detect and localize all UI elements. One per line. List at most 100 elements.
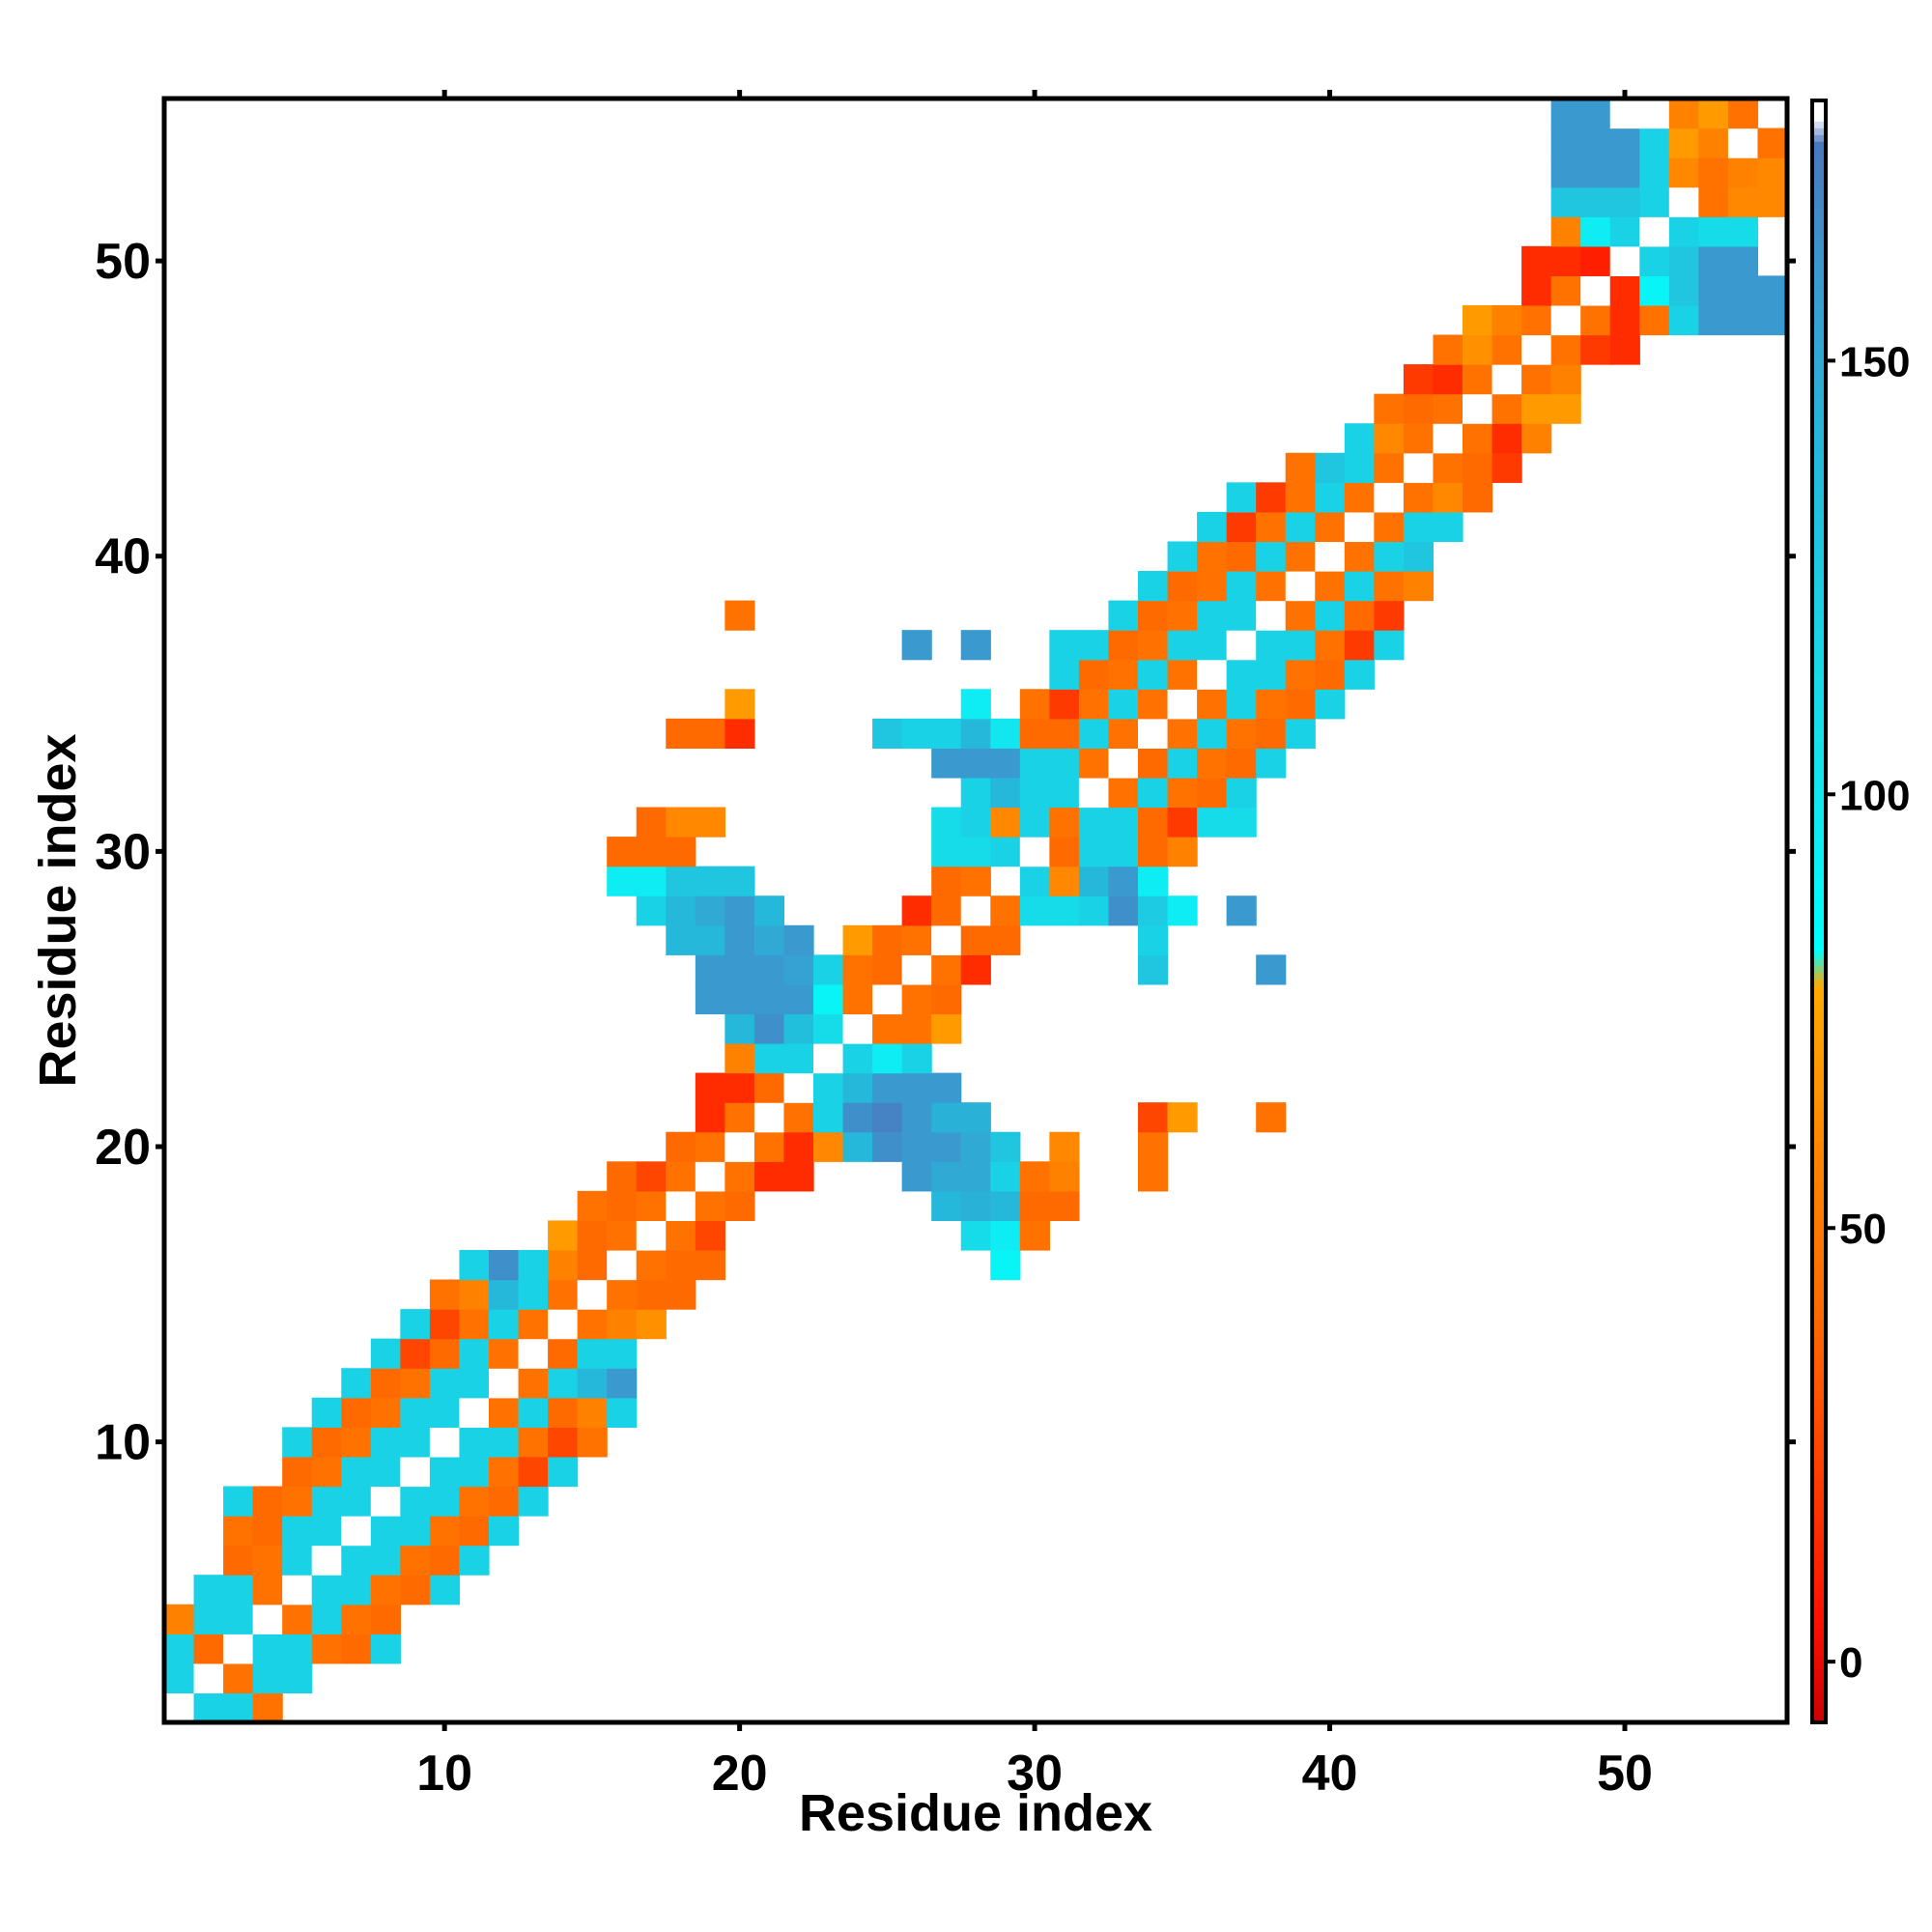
heatmap-cell bbox=[1167, 748, 1198, 779]
heatmap-cell bbox=[1285, 541, 1316, 572]
heatmap-cell bbox=[1639, 186, 1670, 217]
heatmap-cell bbox=[252, 1604, 283, 1634]
colorbar-segment bbox=[1812, 1121, 1826, 1129]
heatmap-cell bbox=[311, 1486, 342, 1517]
heatmap-cell bbox=[636, 1161, 667, 1192]
heatmap-cell bbox=[753, 1072, 785, 1103]
x-tick-label: 20 bbox=[712, 1746, 768, 1802]
heatmap-cell bbox=[1256, 659, 1287, 690]
colorbar-segment bbox=[1812, 1540, 1826, 1548]
heatmap-cell bbox=[400, 1368, 431, 1399]
heatmap-cell bbox=[1403, 541, 1435, 572]
colorbar-segment bbox=[1812, 864, 1826, 872]
heatmap-cell bbox=[695, 954, 725, 985]
heatmap-cell bbox=[990, 1161, 1021, 1192]
colorbar-segment bbox=[1812, 586, 1826, 595]
colorbar-segment bbox=[1812, 181, 1826, 189]
heatmap-cell bbox=[341, 1634, 372, 1664]
heatmap-cell bbox=[960, 837, 991, 867]
heatmap-cell bbox=[1315, 571, 1346, 602]
heatmap-cell bbox=[1226, 659, 1257, 690]
heatmap-cell bbox=[1138, 895, 1169, 926]
heatmap-cell bbox=[901, 1072, 932, 1103]
heatmap-cell bbox=[990, 748, 1021, 779]
heatmap-cell bbox=[282, 1456, 313, 1488]
colorbar-segment bbox=[1812, 958, 1826, 967]
colorbar-segment bbox=[1812, 1438, 1826, 1446]
heatmap-cell bbox=[1049, 748, 1080, 779]
heatmap-cell bbox=[459, 1516, 490, 1547]
heatmap-cell bbox=[548, 1456, 579, 1488]
colorbar-segment bbox=[1812, 262, 1826, 270]
heatmap-cell bbox=[1226, 689, 1257, 720]
heatmap-cell bbox=[1019, 777, 1050, 809]
colorbar-segment bbox=[1812, 1019, 1826, 1028]
colorbar-segment bbox=[1812, 1655, 1826, 1662]
heatmap-cell bbox=[960, 1190, 991, 1222]
heatmap-cell bbox=[1492, 334, 1522, 365]
heatmap-cell bbox=[1138, 837, 1169, 867]
heatmap-cell bbox=[901, 1102, 932, 1133]
colorbar-segment bbox=[1812, 228, 1826, 237]
heatmap-cell bbox=[282, 1634, 313, 1664]
colorbar-segment bbox=[1812, 634, 1826, 642]
colorbar-segment bbox=[1812, 1695, 1826, 1703]
heatmap-cell bbox=[1344, 571, 1375, 602]
heatmap-cell bbox=[429, 1368, 461, 1399]
colorbar-segment bbox=[1812, 580, 1826, 588]
colorbar-segment bbox=[1812, 296, 1826, 304]
colorbar-segment bbox=[1812, 1100, 1826, 1109]
heatmap-cell bbox=[872, 924, 903, 955]
heatmap-cell bbox=[990, 777, 1021, 809]
heatmap-cell bbox=[1049, 1131, 1080, 1162]
heatmap-cell bbox=[1049, 689, 1080, 720]
heatmap-cell bbox=[1108, 895, 1139, 926]
heatmap-cell bbox=[1108, 777, 1139, 809]
heatmap-cell bbox=[1226, 630, 1257, 661]
heatmap-cell bbox=[842, 1043, 873, 1074]
heatmap-cell bbox=[223, 1662, 254, 1694]
heatmap-cell bbox=[636, 807, 667, 838]
colorbar-segment bbox=[1812, 972, 1826, 980]
heatmap-cell bbox=[193, 1634, 224, 1664]
colorbar-segment bbox=[1812, 505, 1826, 514]
heatmap-cell bbox=[1256, 511, 1287, 543]
heatmap-cell bbox=[223, 1634, 254, 1664]
colorbar-segment bbox=[1812, 1452, 1826, 1460]
colorbar-segment bbox=[1812, 1290, 1826, 1298]
colorbar-segment bbox=[1812, 1269, 1826, 1278]
heatmap-cell bbox=[607, 1190, 638, 1222]
heatmap-cell bbox=[666, 1279, 696, 1310]
colorbar-segment bbox=[1812, 722, 1826, 730]
heatmap-cell bbox=[724, 954, 755, 985]
colorbar-segment bbox=[1812, 1445, 1826, 1453]
heatmap-cell bbox=[724, 983, 755, 1015]
y-axis: 10 20 30 40 50 bbox=[95, 234, 1796, 1471]
heatmap-cell bbox=[1108, 807, 1139, 838]
heatmap-cell bbox=[1256, 748, 1287, 779]
heatmap-cell bbox=[1609, 304, 1640, 336]
heatmap-cell bbox=[311, 1516, 342, 1547]
heatmap-cell bbox=[724, 1190, 755, 1222]
heatmap-cell bbox=[548, 1368, 579, 1399]
heatmap-cell bbox=[901, 630, 932, 661]
heatmap-cell bbox=[931, 1102, 962, 1133]
colorbar-segment bbox=[1812, 999, 1826, 1008]
heatmap-cell bbox=[695, 1249, 725, 1281]
heatmap-cell bbox=[1315, 630, 1346, 661]
colorbar-segment bbox=[1812, 1046, 1826, 1055]
colorbar-segment bbox=[1812, 1526, 1826, 1534]
colorbar-segment bbox=[1812, 1094, 1826, 1102]
heatmap-cell bbox=[666, 718, 696, 749]
heatmap-cell bbox=[960, 954, 991, 985]
heatmap-cell bbox=[901, 1043, 932, 1074]
colorbar-segment bbox=[1812, 877, 1826, 886]
colorbar-segment bbox=[1812, 945, 1826, 953]
heatmap-cell bbox=[842, 1013, 873, 1044]
heatmap-cell bbox=[1285, 571, 1316, 602]
colorbar-segment bbox=[1812, 201, 1826, 210]
heatmap-cell bbox=[990, 895, 1021, 926]
colorbar-segment bbox=[1812, 242, 1826, 250]
heatmap-cell bbox=[724, 718, 755, 749]
heatmap-cell bbox=[577, 1368, 608, 1399]
